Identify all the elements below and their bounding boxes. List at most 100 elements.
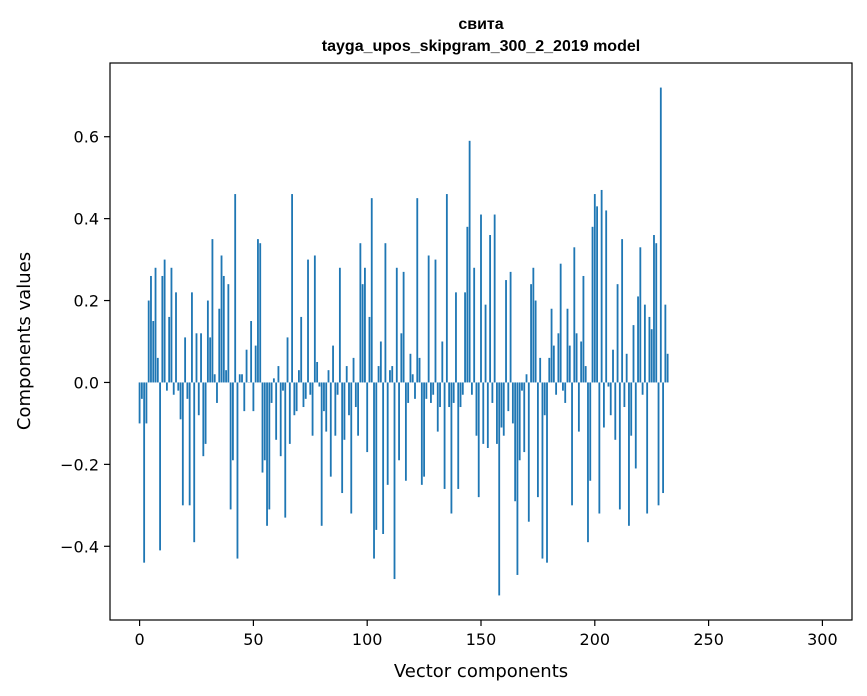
bar-131 xyxy=(436,382,439,432)
bar-190 xyxy=(571,382,573,506)
y-tick-label: 0.6 xyxy=(74,128,99,147)
bar-50 xyxy=(252,382,255,412)
bar-55 xyxy=(263,382,266,461)
bar-78 xyxy=(316,361,319,383)
bar-221 xyxy=(641,382,644,395)
bar-115 xyxy=(400,333,403,383)
bar-80 xyxy=(320,382,323,526)
bar-26 xyxy=(197,382,200,416)
bar-225 xyxy=(650,329,653,383)
bar-19 xyxy=(181,382,184,506)
bar-88 xyxy=(338,267,341,383)
bar-41 xyxy=(231,382,234,461)
bar-91 xyxy=(345,366,348,383)
bar-202 xyxy=(598,382,601,514)
bar-90 xyxy=(343,382,346,440)
bar-29 xyxy=(204,382,207,444)
bar-103 xyxy=(373,382,375,559)
bar-192 xyxy=(575,333,578,383)
bar-198 xyxy=(589,382,592,481)
bar-110 xyxy=(389,370,391,383)
bar-81 xyxy=(323,382,325,412)
bar-3 xyxy=(145,382,148,424)
bar-178 xyxy=(543,382,546,416)
bar-97 xyxy=(359,243,362,383)
bar-92 xyxy=(348,382,350,416)
bar-64 xyxy=(284,382,287,518)
bar-184 xyxy=(557,333,560,383)
bar-129 xyxy=(432,382,435,395)
bar-196 xyxy=(584,366,587,383)
bar-180 xyxy=(548,357,551,383)
bar-2 xyxy=(143,382,146,563)
bar-229 xyxy=(659,87,662,383)
bar-33 xyxy=(213,374,216,383)
bar-212 xyxy=(621,239,624,383)
bar-116 xyxy=(402,271,405,383)
bar-42 xyxy=(234,194,237,383)
bar-114 xyxy=(398,382,400,461)
bar-143 xyxy=(464,292,466,383)
bar-173 xyxy=(532,267,535,383)
bar-135 xyxy=(445,194,448,383)
bar-183 xyxy=(555,382,558,395)
bar-207 xyxy=(609,382,612,416)
bar-217 xyxy=(632,325,635,383)
x-axis-label: Vector components xyxy=(394,661,568,682)
bar-72 xyxy=(302,382,305,408)
bar-220 xyxy=(639,247,642,383)
bar-153 xyxy=(486,382,489,448)
bar-113 xyxy=(395,267,398,383)
bar-203 xyxy=(600,189,603,383)
bar-219 xyxy=(637,296,639,383)
bar-216 xyxy=(630,382,633,436)
bar-179 xyxy=(546,382,548,563)
bar-138 xyxy=(452,382,455,403)
bar-139 xyxy=(455,292,457,383)
bar-74 xyxy=(307,259,309,383)
bar-71 xyxy=(300,316,303,383)
bar-47 xyxy=(245,349,248,383)
bar-151 xyxy=(482,382,485,444)
bar-170 xyxy=(525,374,528,383)
bar-213 xyxy=(623,382,626,408)
bar-65 xyxy=(286,337,289,383)
bar-95 xyxy=(354,382,357,408)
y-axis-ticks: −0.4 −0.2 0.0 0.2 0.4 0.6 xyxy=(60,128,110,556)
bar-76 xyxy=(311,382,314,436)
bar-57 xyxy=(268,382,271,510)
bar-167 xyxy=(518,382,521,461)
bar-99 xyxy=(364,267,366,383)
bar-67 xyxy=(291,194,293,383)
bar-7 xyxy=(154,267,157,383)
bar-24 xyxy=(193,382,196,543)
bar-102 xyxy=(370,198,373,383)
y-tick-label: 0.4 xyxy=(74,210,99,229)
bar-175 xyxy=(536,382,539,498)
bar-39 xyxy=(227,284,230,383)
bar-43 xyxy=(236,382,239,559)
bar-128 xyxy=(430,382,432,403)
bar-147 xyxy=(473,267,476,383)
bar-125 xyxy=(423,382,426,477)
bar-14 xyxy=(170,267,173,383)
bar-30 xyxy=(206,300,209,383)
bar-172 xyxy=(530,284,532,383)
bar-37 xyxy=(222,275,225,383)
bar-60 xyxy=(275,382,278,440)
bar-94 xyxy=(352,357,355,383)
bar-144 xyxy=(466,226,469,383)
x-tick-label: 0 xyxy=(134,630,144,649)
bar-157 xyxy=(496,382,498,444)
bar-194 xyxy=(580,341,583,383)
bar-224 xyxy=(648,316,651,383)
bar-66 xyxy=(288,382,291,444)
bar-200 xyxy=(593,194,596,383)
bar-62 xyxy=(279,382,282,457)
bar-186 xyxy=(562,382,564,391)
bar-53 xyxy=(259,243,262,383)
bar-104 xyxy=(375,382,378,530)
bar-227 xyxy=(655,243,658,383)
bar-77 xyxy=(313,255,316,383)
bar-52 xyxy=(257,239,259,383)
